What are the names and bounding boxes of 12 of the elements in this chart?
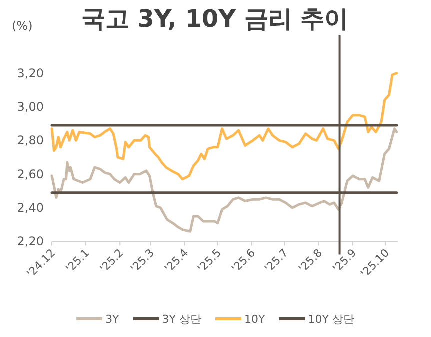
legend-label: 10Y	[244, 313, 266, 326]
legend-label: 10Y 상단	[308, 313, 354, 326]
y-axis-title: (%)	[12, 19, 33, 33]
y-tick-label: 3,00	[17, 100, 44, 114]
chart-title: 국고 3Y, 10Y 금리 추이	[81, 5, 349, 33]
y-tick-label: 2,20	[17, 234, 44, 249]
y-tick-label: 2,40	[17, 201, 44, 216]
legend-label: 3Y 상단	[162, 313, 202, 326]
y-tick-label: 2,60	[17, 167, 44, 182]
y-tick-label: 2,80	[17, 134, 44, 148]
y-tick-label: 3,20	[17, 66, 44, 80]
legend-label: 3Y	[106, 313, 120, 326]
